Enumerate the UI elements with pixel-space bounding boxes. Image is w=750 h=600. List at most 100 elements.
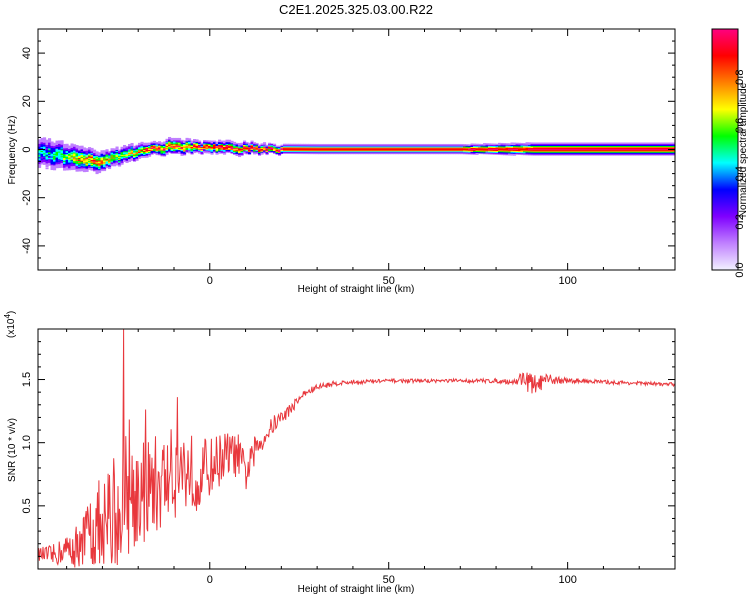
heatmap-cell <box>595 142 599 145</box>
heatmap-cell <box>565 144 569 147</box>
heatmap-cell <box>258 149 262 152</box>
heatmap-cell <box>648 153 652 155</box>
heatmap-cell <box>55 140 59 143</box>
heatmap-cell <box>108 163 112 166</box>
heatmap-cell <box>240 147 244 150</box>
heatmap-cell <box>260 152 264 154</box>
heatmap-cell <box>168 142 172 145</box>
heatmap-cell <box>83 159 87 162</box>
heatmap-cell <box>258 144 262 147</box>
heatmap-cell <box>183 146 187 148</box>
heatmap-cell <box>248 151 252 154</box>
heatmap-cell <box>45 161 49 164</box>
heatmap-cell <box>448 145 452 148</box>
heatmap-cell <box>43 157 47 160</box>
heatmap-cell <box>63 161 67 163</box>
heatmap-cell <box>368 148 372 151</box>
heatmap-cell <box>43 161 47 163</box>
heatmap-cell <box>255 150 259 153</box>
heatmap-cell <box>48 160 52 162</box>
heatmap-cell <box>100 167 104 170</box>
heatmap-cell <box>150 141 154 144</box>
heatmap-cell <box>493 149 497 151</box>
heatmap-cell <box>178 145 182 148</box>
heatmap-cell <box>145 155 149 157</box>
heatmap-cell <box>48 148 52 151</box>
heatmap-cell <box>575 152 579 154</box>
heatmap-cell <box>100 159 104 162</box>
heatmap-cell <box>490 152 494 154</box>
heatmap-cell <box>120 154 124 157</box>
heatmap-cell <box>538 148 542 150</box>
heatmap-cell <box>403 151 407 154</box>
heatmap-cell <box>110 158 114 161</box>
heatmap-cell <box>610 152 614 154</box>
heatmap-cell <box>650 149 654 151</box>
heatmap-cell <box>578 151 582 153</box>
heatmap-cell <box>68 156 72 158</box>
heatmap-cell <box>125 156 129 159</box>
snr-ytick-label: 0.5 <box>21 498 33 513</box>
heatmap-cell <box>468 148 472 150</box>
heatmap-cell <box>460 152 464 155</box>
heatmap-cell <box>628 144 632 147</box>
heatmap-cell <box>648 145 652 147</box>
heatmap-cell <box>333 143 337 146</box>
heatmap-cell <box>38 154 42 157</box>
heatmap-cell <box>625 153 629 155</box>
heatmap-cell <box>533 149 537 151</box>
heatmap-cell <box>173 151 177 153</box>
heatmap-cell <box>135 159 139 161</box>
heatmap-cell <box>473 152 477 154</box>
heatmap-cell <box>38 140 42 142</box>
heatmap-cell <box>505 147 509 149</box>
heatmap-cell <box>385 150 389 153</box>
heatmap-cell <box>613 147 617 149</box>
heatmap-cell <box>575 154 579 156</box>
heatmap-cell <box>178 140 182 143</box>
heatmap-cell <box>465 149 469 151</box>
heatmap-cell <box>538 143 542 146</box>
heatmap-cell <box>525 145 529 147</box>
heatmap-cell <box>205 149 209 152</box>
heatmap-cell <box>48 145 52 148</box>
heatmap-cell <box>158 141 162 143</box>
heatmap-cell <box>520 148 524 151</box>
heatmap-cell <box>660 144 664 147</box>
heatmap-cell <box>628 148 632 150</box>
heatmap-cell <box>350 149 354 152</box>
heatmap-cell <box>525 153 529 156</box>
heatmap-cell <box>63 153 67 156</box>
heatmap-cell <box>395 145 399 148</box>
heatmap-cell <box>605 154 609 156</box>
heatmap-cell <box>173 146 177 149</box>
heatmap-cell <box>300 148 304 151</box>
heatmap-cell <box>70 163 74 166</box>
heatmap-cell <box>90 169 94 171</box>
heatmap-cell <box>493 147 497 149</box>
heatmap-cell <box>85 154 89 157</box>
heatmap-cell <box>158 146 162 148</box>
heatmap-cell <box>453 147 457 150</box>
heatmap-cell <box>225 141 229 144</box>
heatmap-cell <box>388 147 392 150</box>
snr-scale-exponent: 4 <box>3 314 12 319</box>
heatmap-cell <box>243 142 247 145</box>
heatmap-cell <box>608 144 612 147</box>
heatmap-cell <box>295 147 299 150</box>
heatmap-cell <box>520 150 524 153</box>
heatmap-cell <box>640 145 644 147</box>
heatmap-cell <box>535 153 539 155</box>
heatmap-cell <box>165 142 169 145</box>
heatmap-cell <box>268 150 272 153</box>
heatmap-cell <box>600 147 604 149</box>
heatmap-cell <box>80 160 84 162</box>
heatmap-cell <box>165 152 169 154</box>
heatmap-cell <box>523 145 527 148</box>
heatmap-cell <box>115 159 119 161</box>
heatmap-cell <box>618 147 622 149</box>
heatmap-cell <box>360 151 364 154</box>
heatmap-cell <box>428 150 432 153</box>
heatmap-cell <box>398 147 402 150</box>
heatmap-cell <box>43 151 47 154</box>
